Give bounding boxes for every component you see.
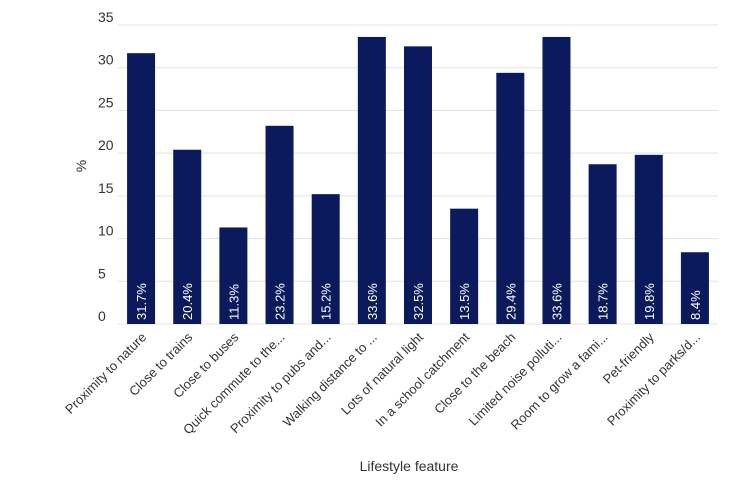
y-tick-label: 30 — [98, 52, 114, 68]
bar-value-label: 11.3% — [226, 284, 241, 320]
y-axis-label: % — [73, 160, 89, 172]
bar-value-label: 32.5% — [411, 283, 426, 320]
bar-value-label: 29.4% — [503, 283, 518, 320]
bar — [404, 46, 432, 324]
bar-value-label: 33.6% — [365, 283, 380, 320]
x-axis-label: Lifestyle feature — [360, 458, 459, 474]
bar — [173, 149, 202, 324]
y-tick-label: 10 — [98, 223, 114, 239]
x-tick-label: Proximity to nature — [62, 330, 149, 417]
bar — [496, 72, 525, 324]
bar-value-label: 20.4% — [180, 283, 195, 320]
x-tick-label: Lots of natural light — [338, 329, 427, 418]
bar — [127, 53, 156, 324]
bar — [542, 36, 571, 325]
bar-value-label: 31.7% — [134, 283, 149, 320]
bar-value-label: 18.7% — [596, 283, 611, 320]
x-tick-label: Proximity to parks/d... — [604, 330, 703, 429]
y-tick-label: 0 — [98, 308, 106, 324]
bar — [588, 164, 617, 324]
bar — [265, 125, 294, 324]
y-tick-label: 5 — [98, 265, 106, 281]
y-tick-label: 20 — [98, 137, 114, 153]
y-tick-label: 35 — [98, 9, 114, 25]
bar — [357, 36, 386, 325]
bar — [450, 208, 479, 324]
y-tick-label: 25 — [98, 94, 114, 110]
bar — [219, 227, 248, 324]
bar-value-label: 13.5% — [457, 283, 472, 320]
bar — [680, 252, 709, 324]
bar-value-label: 19.8% — [642, 283, 657, 320]
x-tick-label: Close to the beach — [431, 330, 518, 417]
bar-value-label: 15.2% — [319, 283, 334, 320]
bar — [634, 154, 663, 324]
y-tick-label: 15 — [98, 180, 114, 196]
bar-value-label: 8.4% — [688, 290, 703, 320]
y-axis-ticks: 0 5 10 15 20 25 30 35 — [98, 9, 114, 324]
bar — [311, 194, 340, 324]
bar-value-label: 23.2% — [273, 283, 288, 320]
bars: 31.7% 20.4% 11.3% 23.2% 15.2% 33.6% 32.5% 13.5%… — [127, 36, 709, 325]
bar-value-label: 33.6% — [549, 283, 564, 320]
